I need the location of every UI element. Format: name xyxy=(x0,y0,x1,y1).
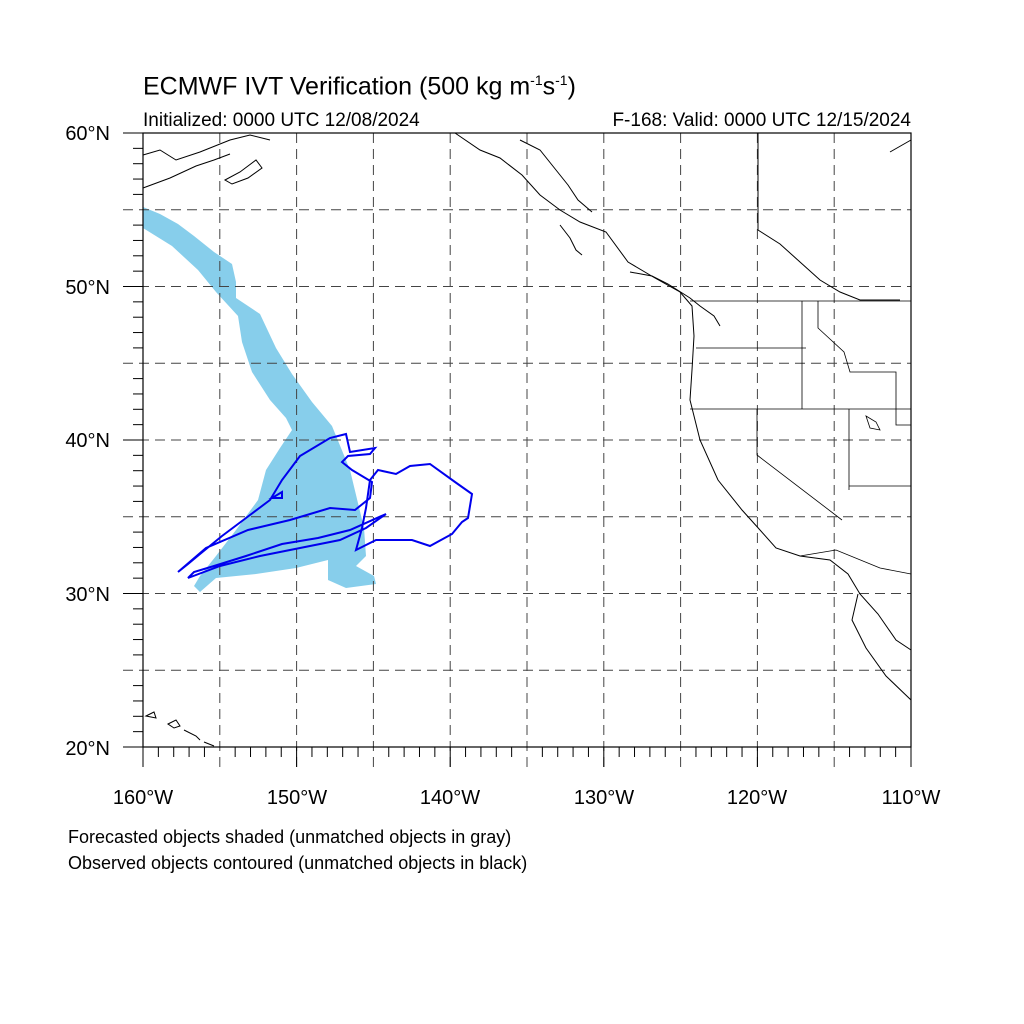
lat-label-20: 20°N xyxy=(65,738,110,760)
lat-label-60: 60°N xyxy=(65,123,110,145)
state-borders xyxy=(690,300,912,575)
lon-label-160w: 160°W xyxy=(112,787,174,809)
lon-label-150w: 150°W xyxy=(266,787,328,809)
graticule xyxy=(123,133,911,767)
lat-label-50: 50°N xyxy=(65,277,110,299)
lat-label-40: 40°N xyxy=(65,430,110,452)
forecast-object xyxy=(143,207,376,592)
initialized-time: Initialized: 0000 UTC 12/08/2024 xyxy=(143,110,420,131)
valid-time: F-168: Valid: 0000 UTC 12/15/2024 xyxy=(612,110,911,131)
lon-label-120w: 120°W xyxy=(726,787,788,809)
lon-label-140w: 140°W xyxy=(419,787,481,809)
note-observed: Observed objects contoured (unmatched ob… xyxy=(68,853,528,873)
map-title: ECMWF IVT Verification (500 kg m-1s-1) xyxy=(143,72,576,101)
observed-object-contours xyxy=(177,432,474,579)
axis-ticks xyxy=(123,132,912,767)
note-forecast: Forecasted objects shaded (unmatched obj… xyxy=(68,827,512,847)
coastline xyxy=(142,132,912,747)
lat-label-30: 30°N xyxy=(65,584,110,606)
lon-label-130w: 130°W xyxy=(573,787,635,809)
lon-label-110w: 110°W xyxy=(881,787,941,809)
